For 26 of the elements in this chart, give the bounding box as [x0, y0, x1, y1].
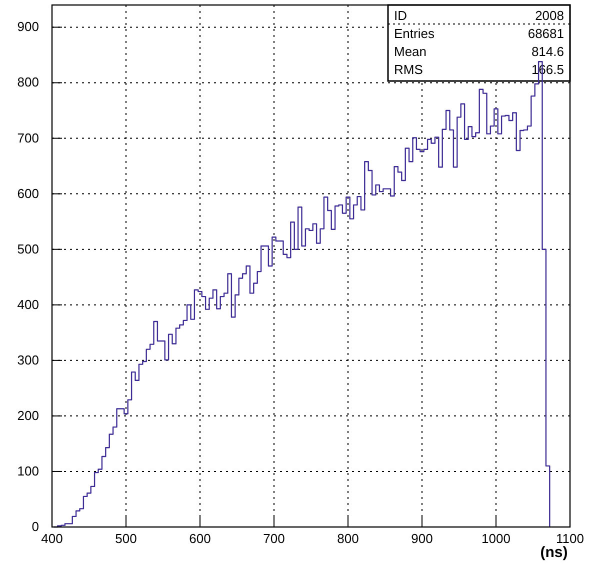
y-tick-label: 300 — [17, 352, 39, 368]
x-tick-label: 900 — [411, 531, 433, 546]
y-tick-label: 0 — [32, 519, 39, 534]
y-tick-label: 400 — [17, 296, 39, 312]
annotation: Entries — [394, 26, 435, 41]
y-tick-label: 500 — [17, 241, 39, 256]
x-tick-label: 1100 — [556, 531, 584, 546]
x-tick-label: 500 — [115, 531, 137, 546]
annotation: 2008 — [535, 8, 564, 23]
x-tick-label: 600 — [189, 531, 211, 546]
y-tick-label: 200 — [17, 408, 39, 423]
x-tick-label: 700 — [263, 531, 285, 546]
annotation: 814.6 — [531, 44, 564, 59]
x-tick-label: 1000 — [482, 531, 510, 546]
x-axis-title: (ns) — [540, 544, 568, 561]
y-tick-label: 800 — [17, 74, 39, 90]
y-tick-label: 900 — [17, 19, 39, 34]
annotation: Mean — [394, 44, 427, 59]
x-tick-label: 800 — [337, 531, 359, 546]
y-tick-label: 700 — [17, 130, 39, 146]
annotation: 68681 — [528, 26, 564, 41]
x-tick-label: 400 — [41, 531, 63, 546]
y-tick-label: 600 — [17, 186, 39, 201]
annotation: RMS — [394, 62, 424, 77]
annotation: ID — [394, 8, 407, 23]
y-tick-label: 100 — [17, 463, 39, 478]
